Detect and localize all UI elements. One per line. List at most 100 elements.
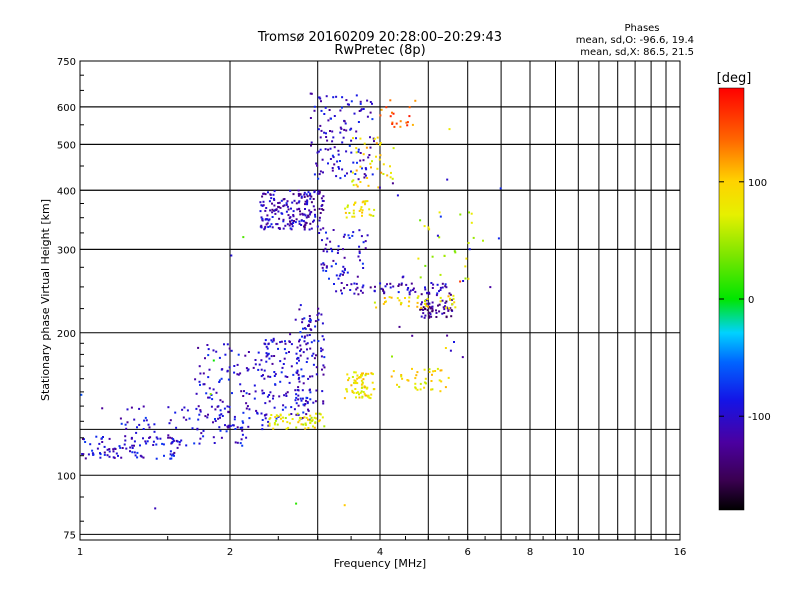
data-point (420, 308, 423, 311)
data-point (373, 208, 376, 211)
data-point (379, 114, 382, 117)
data-point (264, 417, 267, 420)
data-point (301, 212, 304, 215)
data-point (444, 305, 446, 308)
data-point (175, 426, 178, 429)
data-point (363, 392, 366, 395)
data-point (143, 419, 146, 422)
data-point (282, 363, 285, 365)
data-point (435, 316, 438, 318)
data-point (335, 95, 338, 98)
data-point (426, 292, 429, 295)
data-point (142, 428, 145, 430)
data-point (169, 450, 172, 453)
data-point (346, 172, 348, 175)
data-point (355, 151, 358, 154)
data-point (170, 454, 173, 457)
data-point (305, 216, 308, 219)
data-point (204, 357, 206, 360)
data-point (208, 387, 211, 390)
data-point (314, 421, 317, 424)
data-point (350, 283, 353, 286)
data-point (315, 373, 318, 376)
data-point (396, 297, 399, 300)
data-point (367, 372, 370, 375)
data-point (307, 409, 310, 412)
data-point (320, 129, 323, 132)
data-point (138, 407, 141, 410)
data-point (233, 418, 236, 421)
data-point (331, 130, 334, 133)
data-point (280, 417, 282, 420)
data-point (431, 305, 434, 308)
data-point (450, 309, 453, 312)
data-point (431, 373, 433, 376)
data-point (383, 291, 386, 294)
data-point (289, 220, 291, 223)
data-point (273, 190, 276, 193)
data-point (361, 209, 364, 212)
data-point (357, 121, 360, 123)
data-point (278, 217, 281, 220)
data-point (267, 424, 270, 427)
data-point (308, 194, 311, 197)
data-point (273, 406, 276, 409)
data-point (317, 340, 320, 343)
data-point (248, 408, 251, 411)
data-point (359, 391, 362, 394)
data-point (285, 427, 288, 430)
data-point (291, 225, 294, 228)
data-point (359, 181, 362, 183)
data-point (312, 220, 314, 223)
data-point (402, 275, 405, 278)
data-point (358, 396, 361, 399)
data-point (397, 291, 400, 294)
data-point (302, 375, 305, 378)
data-point (130, 406, 133, 409)
data-point (292, 210, 295, 213)
data-point (120, 456, 123, 459)
data-point (319, 148, 322, 151)
data-point (318, 232, 321, 234)
data-point (332, 136, 335, 139)
data-point (214, 408, 217, 411)
data-point (340, 289, 342, 292)
data-point (364, 200, 367, 203)
data-point (313, 105, 316, 108)
data-point (309, 398, 312, 401)
data-point (283, 394, 286, 397)
data-point (257, 368, 260, 371)
data-point (428, 228, 431, 231)
data-point (118, 445, 121, 448)
data-point (294, 389, 297, 392)
data-point (271, 216, 274, 218)
data-point (167, 434, 170, 437)
data-point (350, 139, 353, 142)
data-point (315, 389, 318, 392)
data-point (428, 316, 431, 319)
data-point (371, 381, 374, 384)
data-point (348, 212, 351, 214)
data-point (470, 212, 473, 215)
data-point (215, 391, 218, 394)
data-point (241, 426, 244, 429)
data-point (391, 121, 394, 124)
data-point (315, 366, 318, 369)
data-point (378, 186, 381, 189)
data-point (159, 437, 162, 440)
data-point (356, 185, 359, 188)
data-point (432, 370, 435, 373)
data-point (289, 227, 292, 230)
data-point (144, 416, 147, 419)
data-point (362, 284, 365, 287)
data-point (439, 286, 442, 289)
data-point (289, 189, 292, 192)
data-point (188, 417, 191, 420)
data-point (499, 187, 502, 190)
data-point (350, 384, 353, 387)
data-point (297, 413, 300, 416)
data-point (142, 405, 145, 408)
data-point (304, 423, 307, 426)
data-point (302, 382, 305, 385)
data-point (340, 282, 343, 284)
